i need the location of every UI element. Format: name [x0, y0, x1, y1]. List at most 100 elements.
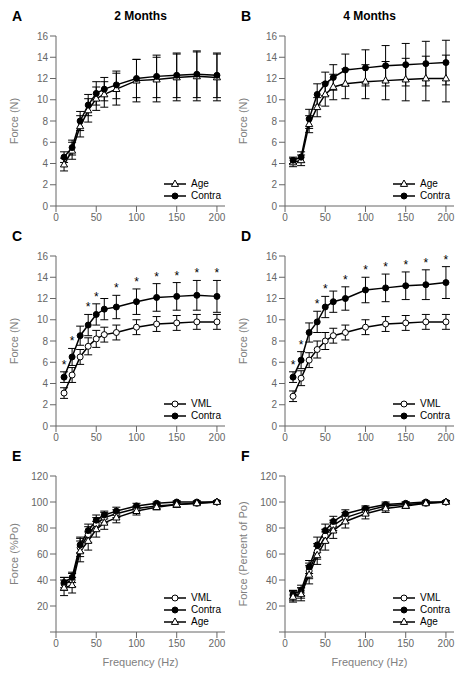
svg-text:20: 20 [266, 601, 278, 612]
svg-text:0: 0 [282, 432, 288, 443]
svg-text:*: * [315, 297, 320, 311]
svg-text:100: 100 [357, 212, 374, 223]
svg-text:4: 4 [271, 158, 277, 169]
svg-text:10: 10 [266, 94, 278, 105]
svg-text:0: 0 [53, 212, 59, 223]
svg-text:20: 20 [37, 601, 49, 612]
svg-text:0: 0 [282, 638, 288, 649]
svg-text:8: 8 [271, 336, 277, 347]
svg-text:6: 6 [271, 357, 277, 368]
svg-text:50: 50 [91, 432, 103, 443]
svg-text:4: 4 [42, 158, 48, 169]
svg-text:100: 100 [128, 212, 145, 223]
svg-text:100: 100 [357, 638, 374, 649]
svg-text:Force (N): Force (N) [8, 318, 20, 364]
svg-text:16: 16 [266, 31, 278, 42]
svg-text:14: 14 [37, 52, 49, 63]
svg-text:*: * [70, 334, 75, 348]
svg-text:*: * [291, 358, 296, 372]
svg-text:2: 2 [271, 179, 277, 190]
svg-text:Force (N): Force (N) [8, 98, 20, 144]
svg-text:6: 6 [42, 137, 48, 148]
svg-text:0: 0 [42, 421, 48, 432]
svg-text:*: * [194, 266, 199, 280]
svg-text:*: * [215, 266, 220, 280]
svg-text:16: 16 [266, 251, 278, 262]
svg-text:200: 200 [209, 432, 226, 443]
svg-text:150: 150 [168, 638, 185, 649]
svg-text:50: 50 [320, 212, 332, 223]
svg-text:Force (N): Force (N) [237, 98, 249, 144]
svg-text:16: 16 [37, 251, 49, 262]
svg-text:*: * [323, 282, 328, 296]
svg-text:60: 60 [266, 549, 278, 560]
svg-text:200: 200 [209, 212, 226, 223]
svg-text:150: 150 [168, 432, 185, 443]
svg-text:*: * [383, 260, 388, 274]
svg-text:100: 100 [357, 432, 374, 443]
svg-text:8: 8 [271, 116, 277, 127]
svg-text:50: 50 [91, 212, 103, 223]
svg-text:0: 0 [53, 638, 59, 649]
svg-text:*: * [62, 358, 67, 372]
svg-text:10: 10 [37, 94, 49, 105]
svg-text:4: 4 [42, 378, 48, 389]
svg-text:12: 12 [266, 293, 278, 304]
svg-text:4: 4 [271, 378, 277, 389]
svg-text:50: 50 [320, 432, 332, 443]
svg-text:12: 12 [37, 73, 49, 84]
svg-text:100: 100 [128, 638, 145, 649]
svg-text:6: 6 [271, 137, 277, 148]
svg-text:Force (Percent of Po): Force (Percent of Po) [237, 501, 249, 606]
svg-text:14: 14 [37, 272, 49, 283]
svg-text:60: 60 [37, 549, 49, 560]
svg-text:Frequency (Hz): Frequency (Hz) [103, 656, 179, 668]
svg-text:10: 10 [266, 314, 278, 325]
svg-text:6: 6 [42, 357, 48, 368]
svg-text:*: * [154, 270, 159, 284]
svg-text:12: 12 [37, 293, 49, 304]
svg-text:*: * [343, 273, 348, 287]
svg-text:50: 50 [320, 638, 332, 649]
svg-text:*: * [403, 258, 408, 272]
svg-text:2: 2 [271, 399, 277, 410]
svg-text:200: 200 [438, 212, 455, 223]
svg-text:Force (N): Force (N) [237, 318, 249, 364]
svg-text:50: 50 [91, 638, 103, 649]
svg-text:2: 2 [42, 399, 48, 410]
svg-text:*: * [174, 269, 179, 283]
svg-text:*: * [444, 253, 449, 267]
svg-text:16: 16 [37, 31, 49, 42]
svg-text:Frequency (Hz): Frequency (Hz) [332, 656, 408, 668]
svg-text:14: 14 [266, 52, 278, 63]
svg-text:100: 100 [128, 432, 145, 443]
svg-text:80: 80 [37, 523, 49, 534]
svg-text:12: 12 [266, 73, 278, 84]
svg-text:120: 120 [260, 471, 277, 482]
svg-text:10: 10 [37, 314, 49, 325]
svg-text:200: 200 [209, 638, 226, 649]
svg-text:0: 0 [271, 421, 277, 432]
svg-text:150: 150 [397, 638, 414, 649]
svg-text:*: * [86, 300, 91, 314]
svg-text:2: 2 [42, 179, 48, 190]
svg-text:40: 40 [266, 575, 278, 586]
svg-text:0: 0 [42, 201, 48, 212]
svg-text:*: * [423, 256, 428, 270]
svg-text:*: * [94, 290, 99, 304]
svg-text:0: 0 [282, 212, 288, 223]
svg-text:150: 150 [397, 212, 414, 223]
svg-text:14: 14 [266, 272, 278, 283]
svg-text:200: 200 [438, 638, 455, 649]
svg-text:150: 150 [168, 212, 185, 223]
svg-text:80: 80 [266, 523, 278, 534]
svg-text:*: * [134, 275, 139, 289]
svg-text:*: * [363, 263, 368, 277]
svg-text:150: 150 [397, 432, 414, 443]
svg-text:8: 8 [42, 336, 48, 347]
svg-text:40: 40 [37, 575, 49, 586]
svg-text:Force (%Po): Force (%Po) [8, 523, 20, 585]
svg-text:8: 8 [42, 116, 48, 127]
svg-text:100: 100 [31, 497, 48, 508]
svg-text:*: * [299, 338, 304, 352]
